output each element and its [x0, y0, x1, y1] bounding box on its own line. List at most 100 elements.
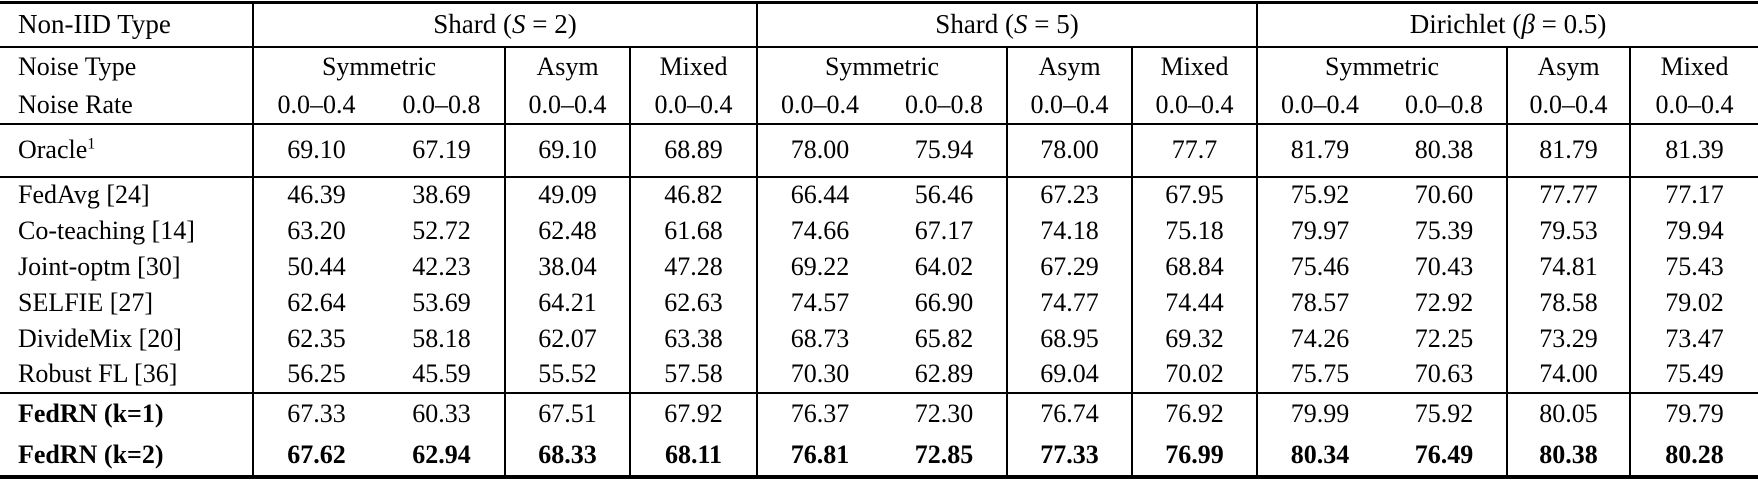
- noise-type-asym: Asym: [504, 46, 630, 87]
- value-cell: 75.94: [882, 123, 1008, 178]
- method-label: SELFIE [27]: [18, 287, 154, 317]
- value-cell: 78.00: [1006, 123, 1133, 178]
- value-cell: 61.68: [628, 212, 758, 249]
- value-cell: 62.48: [504, 212, 630, 249]
- noise-rate: 0.0–0.4: [1506, 86, 1631, 125]
- group-prefix: Shard (: [935, 9, 1015, 40]
- value-cell: 70.63: [1382, 356, 1508, 394]
- noise-type-label: Noise Type: [18, 52, 137, 81]
- noise-rate: 0.0–0.8: [379, 86, 505, 125]
- value-cell: 78.00: [756, 123, 883, 178]
- value-cell: 79.53: [1506, 212, 1631, 249]
- value-cell: 73.29: [1506, 320, 1631, 357]
- value-cell: 74.00: [1506, 356, 1631, 394]
- value-cell: 76.49: [1414, 439, 1474, 469]
- value-cell: 64.21: [504, 284, 630, 321]
- value-cell: 75.39: [1414, 215, 1474, 245]
- group-suffix: = 2): [525, 9, 577, 40]
- value-cell: 76.92: [1131, 392, 1258, 435]
- table-body: Oracle1 69.10 67.19 69.10 68.89 78.00 75.94 78.…: [0, 123, 1758, 477]
- table-row: Co-teaching [14] 63.20 52.72 62.48 61.68 74.6…: [0, 212, 1758, 249]
- value-cell: 38.69: [412, 180, 471, 209]
- value-cell: 68.73: [756, 320, 883, 357]
- value-cell: 67.95: [1131, 176, 1258, 213]
- noise-type-symmetric: Symmetric: [1256, 46, 1508, 87]
- group-header-dirichlet: Dirichlet (β = 0.5): [1256, 2, 1758, 48]
- results-table: Non-IID Type Shard (S = 2) Shard (S = 5)…: [0, 1, 1758, 479]
- value-cell: 70.30: [756, 356, 883, 394]
- group-symbol: β: [1521, 9, 1535, 40]
- noise-rate: 0.0–0.4: [628, 86, 758, 125]
- value-cell: 79.97: [1256, 212, 1383, 249]
- value-cell: 74.66: [756, 212, 883, 249]
- method-label: Oracle1: [0, 123, 253, 178]
- value-cell: 70.60: [1414, 180, 1474, 209]
- method-label: FedRN (k=2): [18, 439, 164, 469]
- value-cell: 62.35: [252, 320, 379, 357]
- value-cell: 64.02: [914, 251, 974, 281]
- group-prefix: Dirichlet (: [1409, 9, 1522, 40]
- noise-rate: 0.0–0.8: [1382, 86, 1508, 125]
- corner-header: Non-IID Type: [0, 2, 253, 48]
- value-cell: 69.10: [504, 123, 630, 178]
- noise-rate: 0.0–0.4: [1629, 86, 1758, 125]
- value-cell: 62.94: [412, 439, 471, 469]
- table-row: Oracle1 69.10 67.19 69.10 68.89 78.00 75.94 78.…: [0, 123, 1758, 178]
- value-cell: 79.99: [1256, 392, 1383, 435]
- value-cell: 67.19: [379, 123, 505, 178]
- table-row: FedRN (k=2) 67.62 62.94 68.33 68.11 76.81 72.8…: [0, 434, 1758, 477]
- value-cell: 73.47: [1629, 320, 1758, 357]
- method-label: FedRN (k=1): [18, 399, 164, 428]
- value-cell: 81.79: [1256, 123, 1383, 178]
- value-cell: 50.44: [252, 248, 379, 285]
- value-cell: 68.95: [1006, 320, 1133, 357]
- value-cell: 69.22: [756, 248, 883, 285]
- value-cell: 42.23: [412, 251, 471, 281]
- value-cell: 68.84: [1131, 248, 1258, 285]
- method-label: Robust FL [36]: [0, 356, 253, 394]
- value-cell: 72.92: [1414, 287, 1474, 317]
- value-cell: 56.25: [252, 356, 379, 394]
- noise-rate: 0.0–0.4: [504, 86, 630, 125]
- header-row-noniid: Non-IID Type Shard (S = 2) Shard (S = 5)…: [0, 2, 1758, 48]
- value-cell: 80.38: [1382, 123, 1508, 178]
- value-cell: 70.43: [1414, 251, 1474, 281]
- value-cell: 80.38: [1506, 434, 1631, 477]
- value-cell: 76.99: [1131, 434, 1258, 477]
- value-cell: 77.77: [1506, 176, 1631, 213]
- table-row: Robust FL [36] 56.25 45.59 55.52 57.58 70.30 6…: [0, 356, 1758, 394]
- value-cell: 77.33: [1006, 434, 1133, 477]
- noise-rate: 0.0–0.4: [1006, 86, 1133, 125]
- value-cell: 74.57: [756, 284, 883, 321]
- method-label: DivideMix [20]: [18, 323, 182, 353]
- noise-type-asym: Asym: [1506, 46, 1631, 87]
- value-cell: 66.90: [914, 287, 974, 317]
- group-header-shard5: Shard (S = 5): [756, 2, 1258, 48]
- value-cell: 78.57: [1256, 284, 1383, 321]
- value-cell: 79.79: [1629, 392, 1758, 435]
- value-cell: 72.30: [914, 399, 974, 428]
- value-cell: 62.07: [504, 320, 630, 357]
- header-row-noise-type: Noise Type Symmetric Asym Mixed Symmetri…: [0, 46, 1758, 87]
- value-cell: 56.46: [914, 180, 974, 209]
- noise-type-symmetric: Symmetric: [756, 46, 1008, 87]
- table-row: FedRN (k=1) 67.33 60.33 67.51 67.92 76.37 72.3…: [0, 392, 1758, 435]
- noise-type-mixed: Mixed: [628, 46, 758, 87]
- value-cell: 74.81: [1506, 248, 1631, 285]
- value-cell: 45.59: [379, 356, 505, 394]
- table-row: SELFIE [27] 62.64 53.69 64.21 62.63 74.57 66.9…: [0, 284, 1758, 321]
- value-cell: 78.58: [1506, 284, 1631, 321]
- noise-type-mixed: Mixed: [1131, 46, 1258, 87]
- value-cell: 74.18: [1006, 212, 1133, 249]
- value-cell: 68.89: [628, 123, 758, 178]
- value-cell: 72.25: [1414, 323, 1474, 353]
- value-cell: 67.62: [252, 434, 379, 477]
- value-cell: 62.89: [882, 356, 1008, 394]
- value-cell: 62.63: [628, 284, 758, 321]
- noise-type-mixed: Mixed: [1629, 46, 1758, 87]
- value-cell: 38.04: [504, 248, 630, 285]
- value-cell: 65.82: [914, 323, 974, 353]
- value-cell: 57.58: [628, 356, 758, 394]
- group-symbol: S: [1014, 9, 1028, 40]
- noise-rate: 0.0–0.4: [756, 86, 883, 125]
